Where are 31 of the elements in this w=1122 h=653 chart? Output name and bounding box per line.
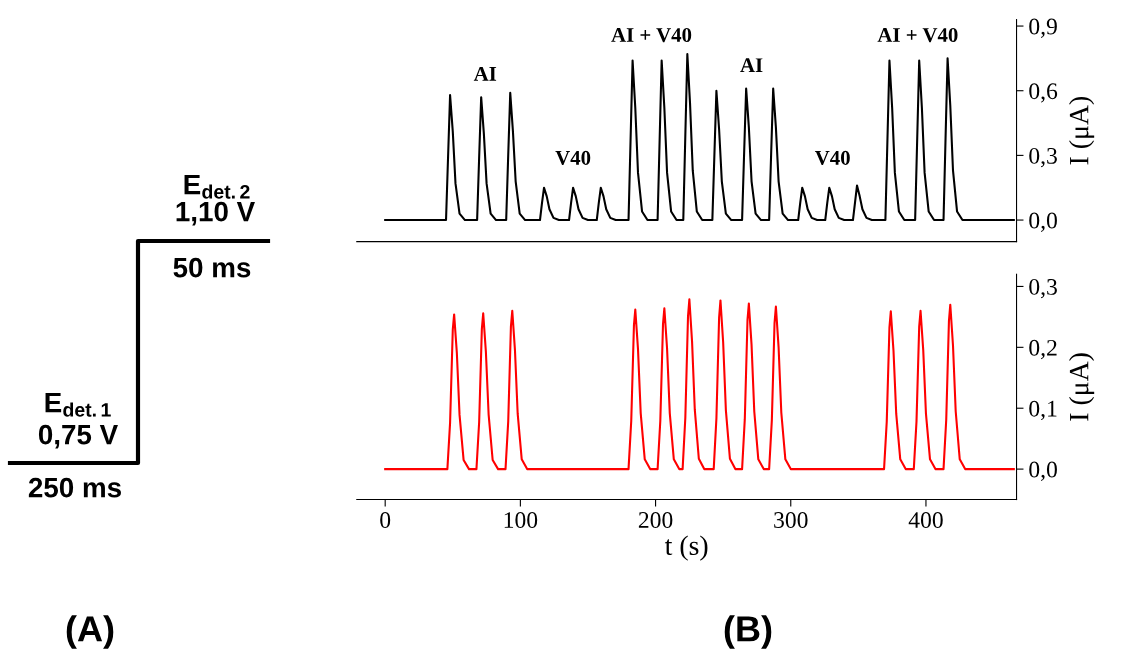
y-tick-label: 0,2 bbox=[1029, 339, 1057, 360]
annotation: AI bbox=[740, 58, 763, 73]
x-tick-label: 200 bbox=[638, 512, 673, 528]
x-tick-label: 300 bbox=[774, 512, 808, 528]
text: 1,10 V bbox=[176, 201, 255, 226]
y-tick-label: 0,9 bbox=[1029, 18, 1057, 38]
y-tick-label: 0,1 bbox=[1029, 400, 1057, 421]
y-axis-title: I (μA) bbox=[1068, 353, 1095, 421]
text: (A) bbox=[66, 615, 114, 649]
text: 0,75 V bbox=[38, 424, 118, 449]
x-tick-label: 100 bbox=[504, 512, 538, 528]
y-tick-label: 0,3 bbox=[1029, 147, 1057, 168]
y-tick-label: 0,6 bbox=[1029, 83, 1058, 103]
y-axis-title: I (μA) bbox=[1068, 96, 1095, 165]
text: 50 ms bbox=[173, 257, 251, 278]
line-series bbox=[384, 298, 1015, 471]
x-axis-title: t (s) bbox=[664, 535, 708, 561]
y-tick-label: 0,0 bbox=[1029, 212, 1057, 232]
text: (B) bbox=[724, 615, 772, 649]
y-tick-label: 0,3 bbox=[1029, 278, 1057, 299]
annotation: AI + V40 bbox=[611, 27, 692, 43]
x-tick-label: 0 bbox=[380, 512, 391, 528]
annotation: AI bbox=[473, 66, 497, 81]
text: 250 ms bbox=[28, 477, 121, 498]
text: E$_{det.2}$ bbox=[184, 175, 250, 199]
annotation: AI + V40 bbox=[877, 27, 958, 43]
text: E$_{det.1}$ bbox=[45, 393, 111, 417]
annotation: V40 bbox=[814, 150, 850, 166]
y-tick-label: 0,0 bbox=[1029, 461, 1057, 481]
annotation: V40 bbox=[555, 150, 591, 166]
x-tick-label: 400 bbox=[908, 512, 943, 528]
